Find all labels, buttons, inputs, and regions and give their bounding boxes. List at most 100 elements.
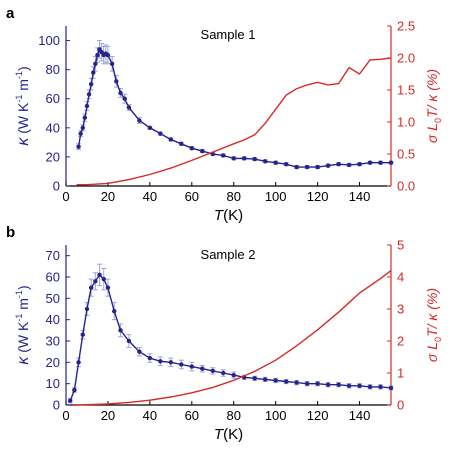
y-left-tick-label: 80 — [46, 62, 60, 77]
kappa-point — [262, 377, 268, 382]
kappa-point — [336, 161, 341, 167]
kappa-point — [84, 306, 90, 312]
x-tick-label: 0 — [62, 408, 69, 423]
kappa-point — [367, 160, 373, 165]
y-left-tick-label: 60 — [46, 91, 60, 106]
kappa-point — [367, 384, 373, 390]
x-tick-label: 0 — [62, 189, 69, 204]
kappa-point — [67, 398, 73, 403]
kappa-point — [95, 52, 100, 58]
kappa-point — [252, 376, 257, 381]
kappa-point — [336, 382, 341, 387]
kappa-point — [283, 379, 289, 384]
kappa-point — [168, 137, 174, 142]
kappa-point — [221, 370, 226, 376]
kappa-point — [231, 156, 236, 161]
kappa-point — [91, 70, 96, 75]
y-left-title: κ (W K-1 m-1) — [14, 66, 32, 145]
kappa-point — [273, 378, 278, 383]
panel-label: b — [6, 224, 15, 241]
kappa-point — [346, 383, 352, 388]
kappa-point — [357, 383, 362, 388]
y-left-tick-label: 10 — [46, 376, 60, 391]
kappa-point — [189, 145, 195, 151]
kappa-point — [122, 96, 127, 101]
kappa-point — [262, 159, 268, 164]
kappa-point — [346, 162, 352, 168]
kappa-point — [76, 360, 81, 365]
kappa-point — [97, 272, 102, 278]
y-left-tick-label: 100 — [38, 33, 60, 48]
kappa-point — [242, 156, 247, 161]
y-right-tick-label: 0.5 — [397, 147, 415, 162]
kappa-point — [137, 349, 142, 354]
x-tick-label: 140 — [349, 189, 371, 204]
y-right-title: σ L0T/ κ (%) — [424, 288, 443, 362]
y-left-tick-label: 60 — [46, 270, 60, 285]
panel-b: b 0 20 40 60 80 100 120 140 0 10 20 30 40 50 60 70 0 1 2 3 4 5… — [6, 224, 443, 443]
ratio-line — [76, 57, 392, 186]
kappa-point — [93, 279, 98, 284]
kappa-point — [388, 160, 394, 165]
y-right-tick-label: 0 — [397, 398, 404, 413]
y-left-tick-label: 0 — [53, 179, 60, 194]
kappa-point — [86, 92, 92, 97]
y-left-title: κ (W K-1 m-1) — [14, 285, 32, 364]
kappa-point — [315, 381, 320, 386]
x-axis-title: T(K) — [214, 426, 243, 443]
x-tick-label: 100 — [265, 189, 287, 204]
y-right-tick-label: 4 — [397, 270, 404, 285]
kappa-point — [200, 148, 205, 154]
sample-annotation: Sample 2 — [201, 247, 256, 262]
kappa-point — [210, 368, 215, 374]
x-tick-label: 40 — [143, 189, 157, 204]
kappa-point — [80, 125, 85, 131]
kappa-point — [179, 362, 184, 367]
y-right-tick-label: 3 — [397, 302, 404, 317]
y-right-tick-label: 1.0 — [397, 115, 415, 130]
y-right-tick-label: 2 — [397, 334, 404, 349]
kappa-point — [118, 328, 123, 333]
kappa-point — [93, 61, 98, 67]
kappa-point — [200, 366, 205, 371]
kappa-point — [378, 384, 383, 390]
kappa-point — [101, 276, 106, 282]
y-left-tick-label: 40 — [46, 120, 60, 135]
kappa-point — [304, 164, 310, 170]
kappa-point — [76, 144, 81, 149]
kappa-point — [273, 160, 278, 165]
kappa-point — [189, 364, 195, 369]
x-tick-label: 20 — [101, 408, 115, 423]
panel-label: a — [6, 5, 15, 22]
x-tick-label: 140 — [349, 408, 371, 423]
kappa-point — [325, 163, 331, 168]
y-right-tick-label: 1.5 — [397, 83, 415, 98]
y-right-tick-label: 0.0 — [397, 179, 415, 194]
y-right-title: σ L0T/ κ (%) — [424, 69, 443, 143]
kappa-point — [88, 285, 94, 290]
kappa-point — [105, 52, 111, 58]
y-right-tick-label: 1 — [397, 366, 404, 381]
kappa-point — [158, 131, 163, 136]
y-left-tick-label: 40 — [46, 312, 60, 327]
kappa-point — [105, 285, 111, 290]
kappa-point — [112, 308, 117, 314]
x-tick-label: 20 — [101, 189, 115, 204]
y-left-tick-label: 20 — [46, 149, 60, 164]
y-right-tick-label: 5 — [397, 238, 404, 253]
kappa-point — [147, 125, 153, 131]
y-right-tick-label: 2.5 — [397, 19, 415, 34]
kappa-point — [88, 81, 94, 87]
kappa-point — [82, 115, 88, 120]
kappa-point — [325, 382, 331, 387]
kappa-point — [147, 355, 153, 361]
x-tick-label: 80 — [227, 408, 241, 423]
kappa-point — [109, 61, 115, 67]
kappa-point — [126, 105, 132, 110]
kappa-point — [315, 164, 320, 170]
y-left-tick-label: 30 — [46, 334, 60, 349]
ratio-line — [72, 270, 392, 406]
kappa-point — [72, 387, 77, 393]
kappa-point — [168, 360, 174, 365]
kappa-point — [78, 131, 83, 136]
